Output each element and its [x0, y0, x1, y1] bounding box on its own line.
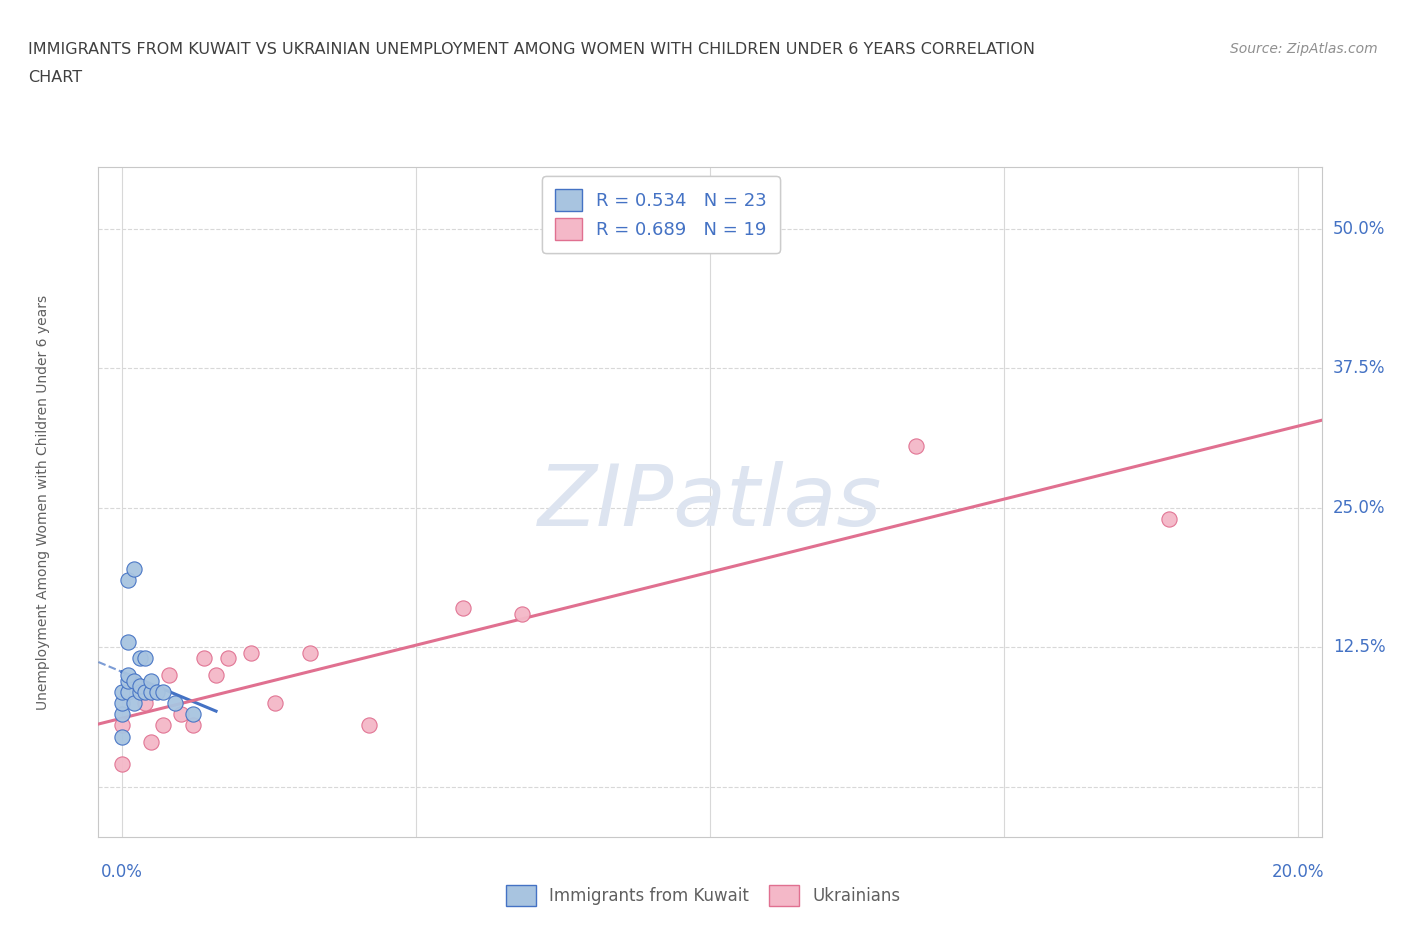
Point [170, 707, 193, 722]
Point [111, 757, 134, 772]
Point [111, 707, 134, 722]
Point [157, 668, 180, 683]
Point [146, 684, 169, 699]
Point [152, 718, 174, 733]
Point [122, 696, 145, 711]
Point [117, 684, 139, 699]
Point [117, 673, 139, 688]
Point [111, 684, 134, 699]
Point [181, 718, 204, 733]
Point [510, 606, 533, 621]
Point [134, 684, 156, 699]
Point [141, 735, 163, 750]
Point [904, 439, 927, 454]
Point [163, 696, 186, 711]
Point [1157, 512, 1180, 526]
Point [141, 684, 163, 699]
Point [111, 729, 134, 744]
Text: 20.0%: 20.0% [1272, 863, 1324, 881]
Point [152, 684, 174, 699]
Point [128, 651, 150, 666]
Point [299, 645, 322, 660]
Point [122, 673, 145, 688]
Point [217, 651, 239, 666]
Point [181, 707, 204, 722]
Point [117, 573, 139, 588]
Point [117, 634, 139, 649]
Point [357, 718, 380, 733]
Point [193, 651, 215, 666]
Point [134, 651, 156, 666]
Text: Unemployment Among Women with Children Under 6 years: Unemployment Among Women with Children U… [37, 295, 51, 710]
Point [205, 668, 228, 683]
Text: IMMIGRANTS FROM KUWAIT VS UKRAINIAN UNEMPLOYMENT AMONG WOMEN WITH CHILDREN UNDER: IMMIGRANTS FROM KUWAIT VS UKRAINIAN UNEM… [28, 42, 1035, 57]
Point [111, 718, 134, 733]
Point [111, 696, 134, 711]
Text: ZIPatlas: ZIPatlas [538, 460, 882, 544]
Point [451, 601, 474, 616]
Legend: R = 0.534   N = 23, R = 0.689   N = 19: R = 0.534 N = 23, R = 0.689 N = 19 [543, 177, 780, 253]
Text: 37.5%: 37.5% [1333, 359, 1385, 378]
Text: CHART: CHART [28, 70, 82, 85]
Point [263, 696, 285, 711]
Point [128, 684, 150, 699]
Point [117, 668, 139, 683]
Text: Source: ZipAtlas.com: Source: ZipAtlas.com [1230, 42, 1378, 56]
Point [240, 645, 263, 660]
Text: 12.5%: 12.5% [1333, 638, 1385, 657]
Point [134, 696, 156, 711]
Text: 25.0%: 25.0% [1333, 498, 1385, 517]
Text: 50.0%: 50.0% [1333, 219, 1385, 238]
Text: 0.0%: 0.0% [101, 863, 143, 881]
Point [128, 679, 150, 694]
Legend: Immigrants from Kuwait, Ukrainians: Immigrants from Kuwait, Ukrainians [499, 879, 907, 912]
Point [122, 562, 145, 577]
Point [141, 673, 163, 688]
